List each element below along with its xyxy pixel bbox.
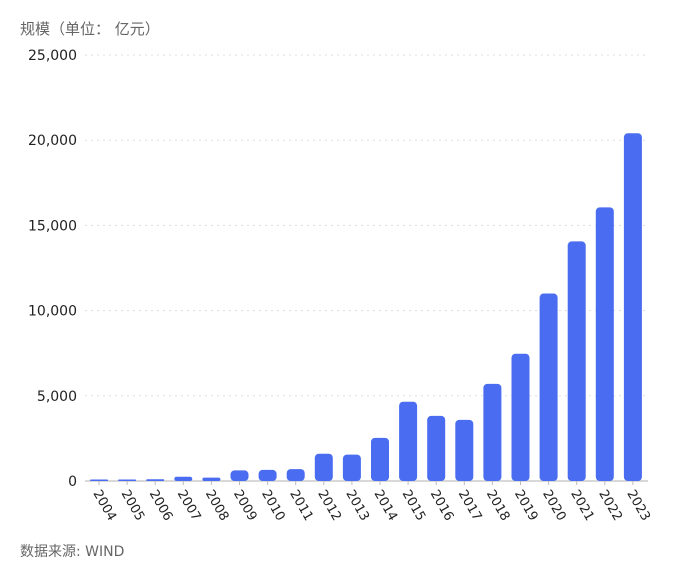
bar-2019	[511, 353, 530, 481]
bar-2020	[539, 293, 558, 481]
x-tick-label: 2015	[399, 488, 429, 524]
x-tick-label: 2020	[539, 488, 569, 524]
bar-2007	[174, 476, 193, 481]
bar-2008	[202, 477, 221, 481]
x-tick-label: 2016	[427, 488, 457, 524]
bar-2006	[146, 479, 165, 481]
x-tick-label: 2004	[90, 488, 120, 524]
y-tick-label: 15,000	[28, 218, 77, 234]
x-tick-label: 2013	[342, 488, 372, 524]
y-tick-label: 20,000	[28, 133, 77, 149]
x-tick-label: 2021	[567, 488, 597, 524]
bar-2011	[286, 469, 305, 481]
bar-2010	[258, 469, 277, 481]
x-tick-label: 2017	[455, 488, 485, 524]
bar-2018	[483, 383, 502, 481]
x-tick-label: 2018	[483, 488, 513, 524]
bar-2022	[595, 207, 614, 482]
bar-2013	[342, 454, 361, 481]
x-tick-label: 2012	[314, 488, 344, 524]
x-tick-label: 2014	[371, 488, 401, 524]
x-tick-label: 2011	[286, 488, 316, 524]
x-tick-label: 2010	[258, 488, 288, 524]
x-tick-label: 2023	[623, 488, 653, 524]
y-tick-label: 5,000	[37, 389, 77, 405]
bar-2021	[567, 241, 586, 481]
y-tick-label: 10,000	[28, 304, 77, 320]
bar-2009	[230, 470, 249, 481]
bar-2014	[371, 437, 389, 481]
x-tick-label: 2005	[118, 488, 148, 524]
x-tick-label: 2019	[511, 488, 541, 524]
x-tick-label: 2022	[595, 488, 625, 524]
x-tick-label: 2007	[174, 488, 204, 524]
x-tick-label: 2006	[146, 488, 176, 524]
bar-2005	[118, 479, 137, 481]
bar-2012	[314, 453, 333, 481]
data-source-note: 数据来源: WIND	[20, 544, 125, 560]
x-tick-label: 2008	[202, 488, 232, 524]
y-axis-unit-label: 规模（单位： 亿元）	[20, 20, 160, 38]
bar-2017	[455, 419, 474, 481]
y-tick-label: 25,000	[28, 48, 77, 64]
bar-2016	[427, 415, 446, 481]
bar-2004	[90, 479, 108, 481]
x-tick-label: 2009	[230, 488, 260, 524]
y-tick-label: 0	[68, 474, 77, 490]
bar-2023	[623, 133, 642, 481]
bar-2015	[399, 401, 418, 481]
